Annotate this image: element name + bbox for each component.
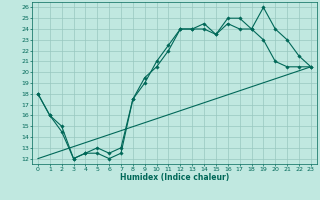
X-axis label: Humidex (Indice chaleur): Humidex (Indice chaleur) (120, 173, 229, 182)
